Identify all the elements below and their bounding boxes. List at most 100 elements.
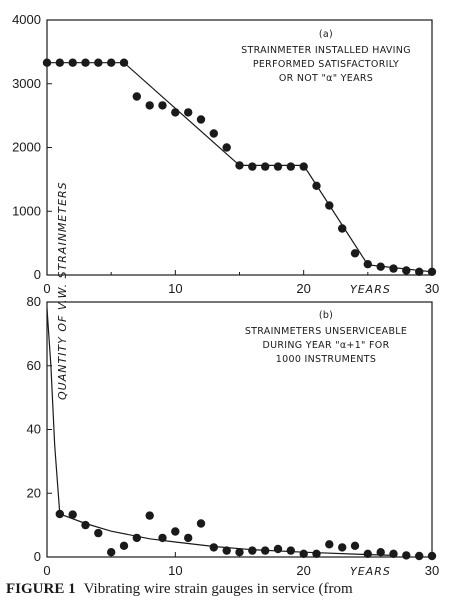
panel-a-data-point: [235, 161, 244, 170]
panel-a-data-point: [145, 101, 154, 110]
panel-b-data-point: [363, 549, 372, 558]
shared-y-label: QUANTITY OF V.W. STRAINMETERS: [56, 181, 69, 400]
panel-a-data-point: [68, 58, 77, 67]
panel-a-data-point: [273, 162, 283, 171]
panel-a-data-point: [415, 267, 424, 276]
panel-b-data-point: [222, 546, 231, 555]
panel-b-data-point: [338, 543, 347, 552]
panel-a-x-tick-label: 20: [296, 281, 310, 296]
panel-a-data-point: [286, 162, 295, 171]
panel-a-data-point: [42, 58, 52, 67]
panel-a-data-point: [94, 58, 103, 67]
panel-a-data-point: [427, 267, 437, 276]
panel-a-data-point: [209, 129, 218, 138]
panel-b-data-point: [171, 527, 180, 536]
figure-caption-text: Vibrating wire strain gauges in service …: [83, 581, 353, 597]
panel-b-data-point: [145, 511, 154, 520]
panel-a-annotation-line-2: PERFORMED SATISFACTORILY: [253, 59, 399, 70]
panel-b-data-point: [132, 533, 141, 543]
panel-b-data-point: [119, 541, 129, 550]
panel-b-data-point: [312, 549, 321, 558]
panel-b-data-point: [261, 546, 270, 555]
panel-a-y-tick-label: 3000: [12, 76, 41, 91]
panel-a-data-point: [158, 101, 167, 110]
panel-a-x-label: YEARS: [350, 283, 391, 296]
panel-a-y-tick-label: 1000: [12, 203, 41, 218]
panel-b-data-point: [94, 528, 103, 538]
panel-a-data-point: [261, 162, 270, 171]
panel-a-y-tick-label: 4000: [12, 12, 41, 27]
panel-a: 0 1000 2000 3000 4000 0 10 20 30 (a) STRAINMETE…: [12, 12, 439, 296]
panel-a-y-tick-label: 0: [34, 267, 41, 282]
panel-a-x-tick-label: 30: [425, 281, 439, 296]
panel-b-data-point: [376, 548, 385, 557]
panel-a-annotation-line-3: OR NOT "α" YEARS: [279, 73, 373, 84]
panel-a-data-point: [363, 260, 372, 269]
panel-a-data-point: [222, 143, 231, 152]
panel-a-y-tick-label: 2000: [12, 140, 41, 155]
panel-b-x-label: YEARS: [350, 565, 391, 578]
panel-a-data-point: [132, 92, 141, 101]
panel-a-data-point: [184, 108, 193, 117]
panel-a-data-point: [350, 249, 360, 258]
panel-a-data-point: [402, 266, 411, 275]
panel-b-x-tick-label: 30: [425, 563, 439, 578]
panel-b-data-point: [55, 509, 64, 519]
panel-b-data-point: [184, 533, 193, 543]
panel-b-data-point: [248, 546, 257, 555]
panel-b-data-point: [81, 520, 90, 530]
panel-b-data-point: [427, 551, 437, 561]
panel-b-data-point: [68, 510, 77, 519]
panel-b-y-tick-label: 20: [27, 485, 41, 500]
panel-b-data-point: [389, 549, 398, 558]
panel-b-x-tick-label: 10: [168, 563, 182, 578]
panel-b-data-point: [325, 540, 334, 549]
panel-b-x-tick-label: 0: [43, 563, 50, 578]
panel-b-data-point: [196, 519, 206, 528]
panel-b-data-point: [273, 544, 283, 554]
panel-b-x-tick-label: 20: [296, 563, 310, 578]
panel-b-data-point: [286, 546, 295, 555]
panel-b-annotation-line-3: 1000 INSTRUMENTS: [276, 354, 376, 365]
figure-caption-label: FIGURE 1: [6, 581, 76, 597]
panel-a-data-point: [196, 115, 206, 124]
panel-b-data-point: [350, 541, 360, 550]
panel-a-data-point: [248, 162, 257, 171]
panel-a-x-tick-label: 0: [43, 281, 50, 296]
panel-a-label: (a): [319, 29, 333, 40]
panel-b-y-ticks: 0 20 40 60 80: [27, 294, 52, 564]
panel-b-y-tick-label: 60: [27, 358, 41, 373]
panel-b-y-tick-label: 40: [27, 422, 41, 437]
panel-a-data-point: [119, 58, 129, 67]
panel-a-x-tick-label: 10: [168, 281, 182, 296]
figure-caption: FIGURE 1 Vibrating wire strain gauges in …: [6, 581, 468, 598]
panel-b-data-point: [402, 551, 411, 560]
panel-b-data-point: [235, 548, 244, 557]
panel-b-data-point: [107, 548, 116, 557]
panel-a-annotation-line-1: STRAINMETER INSTALLED HAVING: [241, 45, 411, 56]
panel-a-data-point: [338, 224, 347, 233]
panel-a-y-ticks: 0 1000 2000 3000 4000: [12, 12, 52, 282]
panel-a-data-point: [81, 58, 90, 67]
panel-b-annotation-line-1: STRAINMETERS UNSERVICEABLE: [245, 326, 407, 337]
panel-b-label: (b): [319, 310, 333, 321]
panel-a-data-point: [312, 181, 321, 190]
panel-a-data-point: [55, 58, 64, 67]
panel-b-y-tick-label: 0: [34, 549, 41, 564]
panel-b-y-tick-label: 80: [27, 294, 41, 309]
panel-b-data-point: [209, 543, 218, 552]
panel-b-data-point: [158, 533, 167, 543]
panel-b-data-point: [299, 549, 308, 558]
panel-b-annotation-line-2: DURING YEAR "α+1" FOR: [263, 340, 390, 351]
panel-a-data-point: [325, 201, 334, 210]
panel-a-data-point: [171, 108, 180, 117]
panel-a-data-point: [107, 58, 116, 67]
panel-b-data-point: [415, 551, 424, 561]
panel-a-points: [42, 58, 437, 276]
panel-a-data-point: [299, 162, 308, 171]
panel-a-data-point: [376, 262, 385, 271]
panel-a-data-point: [389, 264, 398, 273]
panel-b: 0 20 40 60 80 0 10 20 30 (b) STRAINMETERS UNSER…: [27, 294, 440, 578]
panel-b-points: [55, 509, 437, 561]
